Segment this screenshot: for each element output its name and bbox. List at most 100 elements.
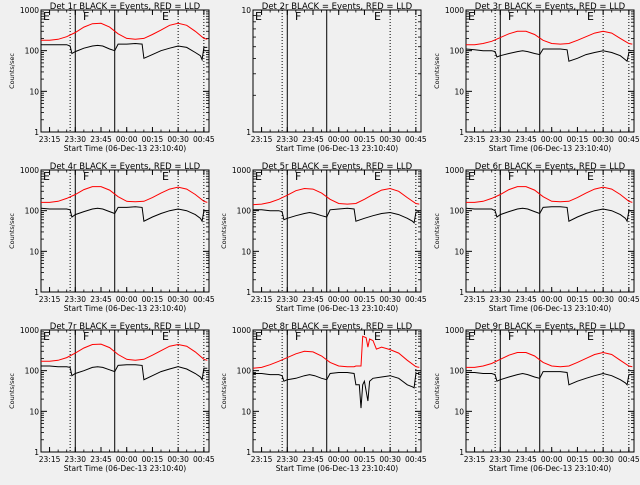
y-axis-label: Counts/sec (8, 213, 16, 249)
x-tick-label: 00:30 (379, 455, 401, 464)
x-tick-label: 00:00 (116, 455, 138, 464)
x-tick-label: 23:30 (64, 295, 86, 304)
y-tick-label: 1000 (445, 326, 464, 335)
orbit-marker: E (43, 330, 50, 343)
x-axis-label: Start Time (06-Dec-13 23:10:40) (489, 464, 611, 473)
detector-panel: Det 6r BLACK = Events, RED = LLD 1 10 100 10… (433, 162, 640, 313)
x-tick-label: 23:45 (90, 135, 112, 144)
x-tick-label: 00:15 (354, 295, 376, 304)
events-series-line (465, 206, 633, 223)
y-axis-label: Counts/sec (433, 373, 441, 409)
plot-frame (40, 9, 210, 133)
x-tick-label: 00:00 (541, 455, 563, 464)
plot-frame (465, 9, 635, 133)
y-axis-label: Counts/sec (220, 373, 228, 409)
events-series-line (40, 206, 208, 223)
x-tick-label: 23:45 (302, 455, 324, 464)
orbit-marker: F (295, 170, 301, 183)
orbit-marker: E (587, 330, 594, 343)
orbit-marker: E (374, 330, 381, 343)
x-axis-label: Start Time (06-Dec-13 23:10:40) (276, 464, 398, 473)
x-tick-label: 00:45 (193, 295, 215, 304)
y-tick-label: 1 (34, 448, 39, 457)
y-tick-label: 100 (25, 47, 40, 56)
plot-frame (252, 329, 422, 453)
x-tick-label: 00:15 (567, 295, 589, 304)
x-tick-label: 23:30 (489, 455, 511, 464)
y-tick-label: 1000 (232, 326, 251, 335)
x-tick-label: 23:15 (39, 295, 61, 304)
x-tick-label: 23:15 (251, 455, 273, 464)
x-tick-label: 00:00 (328, 135, 350, 144)
detector-panel: Det 4r BLACK = Events, RED = LLD 1 10 100 10… (8, 162, 215, 313)
x-tick-label: 23:15 (464, 295, 486, 304)
x-tick-label: 00:15 (142, 135, 164, 144)
x-tick-label: 00:45 (193, 135, 215, 144)
orbit-marker: F (83, 170, 89, 183)
y-tick-label: 10 (454, 407, 464, 416)
orbit-marker: F (508, 10, 514, 23)
events-series-line (253, 372, 420, 409)
x-tick-label: 00:30 (167, 295, 189, 304)
orbit-marker: F (83, 330, 89, 343)
y-tick-label: 1000 (20, 6, 39, 15)
x-tick-label: 00:30 (592, 455, 614, 464)
x-axis-label: Start Time (06-Dec-13 23:10:40) (276, 144, 398, 153)
lld-series-line (41, 186, 208, 203)
y-tick-label: 1 (459, 448, 464, 457)
orbit-marker: E (374, 10, 381, 23)
x-tick-label: 23:30 (64, 135, 86, 144)
x-tick-label: 00:45 (618, 135, 640, 144)
panel-title: Det 5r BLACK = Events, RED = LLD (262, 162, 413, 172)
orbit-marker: E (255, 10, 262, 23)
x-tick-label: 00:45 (193, 455, 215, 464)
x-axis-label: Start Time (06-Dec-13 23:10:40) (64, 144, 186, 153)
orbit-marker: E (43, 10, 50, 23)
x-tick-label: 00:00 (328, 455, 350, 464)
y-tick-label: 1 (246, 448, 251, 457)
y-tick-label: 1000 (445, 6, 464, 15)
y-tick-label: 100 (25, 207, 40, 216)
x-tick-label: 00:15 (354, 135, 376, 144)
x-tick-label: 23:15 (251, 135, 273, 144)
x-tick-label: 23:45 (90, 295, 112, 304)
x-tick-label: 00:45 (618, 295, 640, 304)
x-axis-label: Start Time (06-Dec-13 23:10:40) (489, 144, 611, 153)
y-tick-label: 1000 (20, 166, 39, 175)
y-tick-label: 1000 (232, 166, 251, 175)
x-tick-label: 23:45 (90, 455, 112, 464)
lld-series-line (41, 343, 208, 362)
y-tick-label: 100 (237, 207, 252, 216)
x-axis-label: Start Time (06-Dec-13 23:10:40) (276, 304, 398, 313)
x-axis-label: Start Time (06-Dec-13 23:10:40) (489, 304, 611, 313)
detector-panel: Det 7r BLACK = Events, RED = LLD 1 10 100 10… (8, 322, 215, 473)
events-series-line (41, 364, 208, 382)
x-tick-label: 00:45 (618, 455, 640, 464)
x-tick-label: 23:30 (64, 455, 86, 464)
events-series-line (465, 48, 633, 63)
y-tick-label: 10 (29, 87, 39, 96)
y-axis-label: Counts/sec (433, 53, 441, 89)
lld-series-line (41, 22, 208, 41)
x-tick-label: 00:15 (567, 135, 589, 144)
y-tick-label: 100 (450, 207, 465, 216)
y-axis-label: Counts/sec (8, 373, 16, 409)
orbit-marker: E (162, 10, 169, 23)
x-tick-label: 23:45 (302, 135, 324, 144)
panel-title: Det 1r BLACK = Events, RED = LLD (50, 2, 201, 12)
x-tick-label: 00:00 (116, 295, 138, 304)
orbit-marker: F (295, 10, 301, 23)
x-tick-label: 23:45 (515, 135, 537, 144)
plot-frame (465, 329, 635, 453)
panel-title: Det 2r BLACK = Events, RED = LLD (262, 2, 413, 12)
y-tick-label: 10 (454, 87, 464, 96)
plot-frame (252, 169, 422, 293)
lld-series-line (466, 30, 633, 46)
y-tick-label: 10 (29, 407, 39, 416)
detector-panel: Det 2r BLACK = Events, RED = LLD 1 10 23:15… (241, 2, 426, 153)
x-tick-label: 00:30 (379, 135, 401, 144)
x-tick-label: 00:00 (541, 295, 563, 304)
panel-title: Det 8r BLACK = Events, RED = LLD (262, 322, 413, 332)
